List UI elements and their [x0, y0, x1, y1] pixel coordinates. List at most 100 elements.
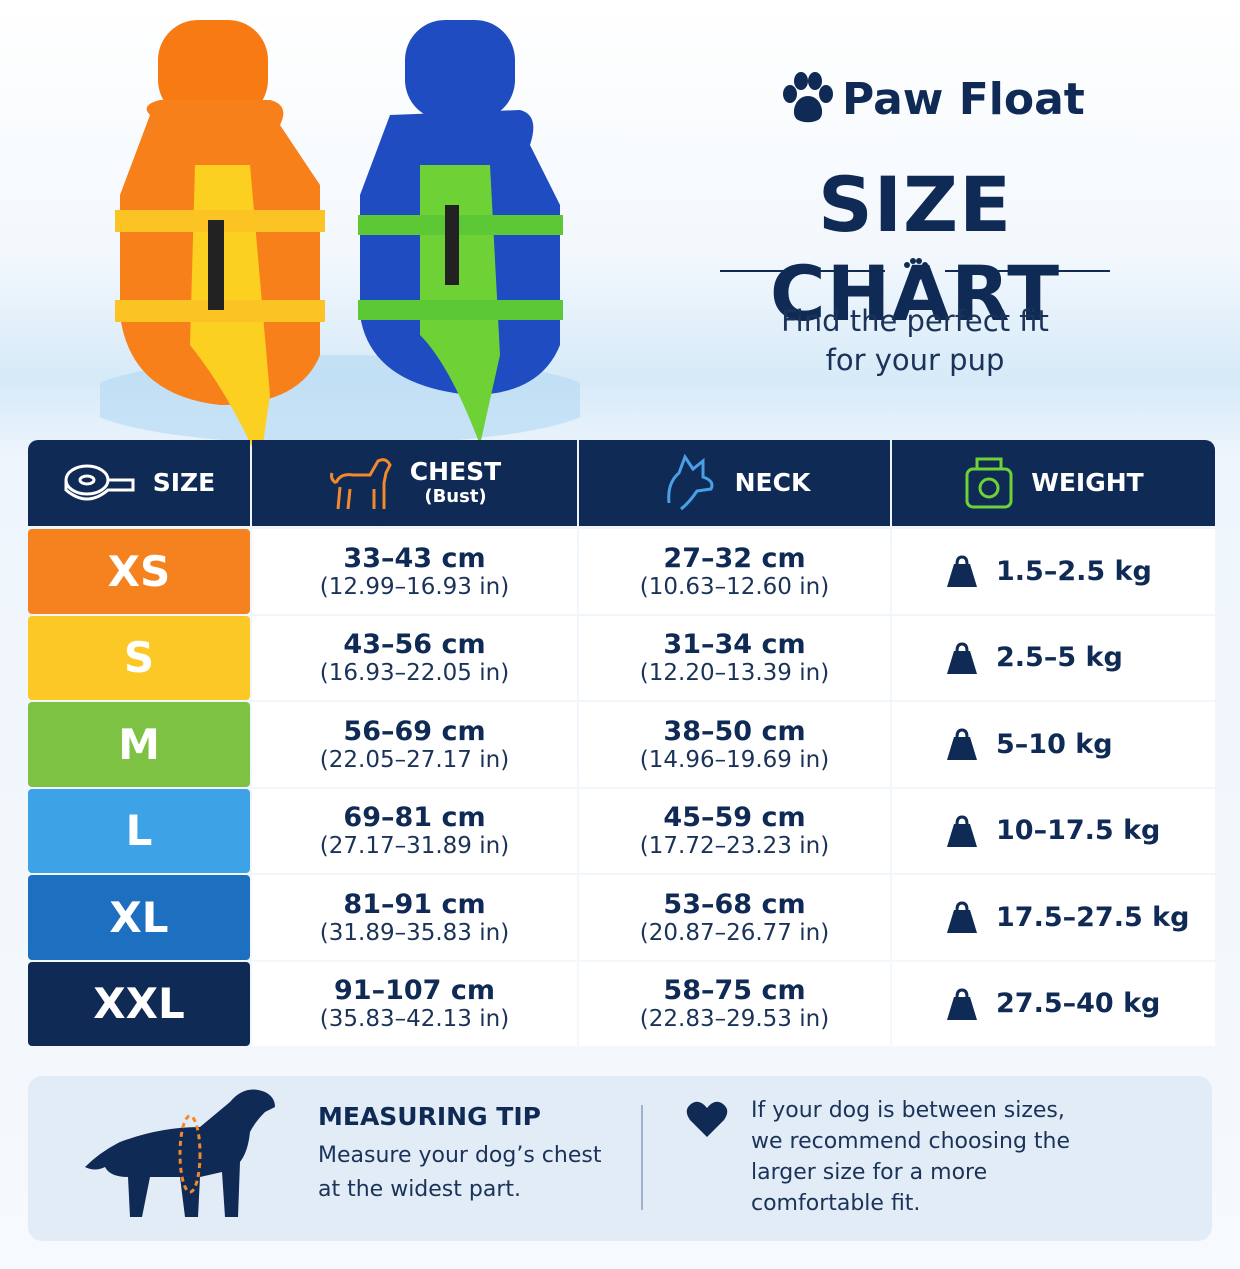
header-label: SIZE	[152, 467, 216, 497]
neck-in: (22.83–29.53 in)	[639, 1006, 830, 1033]
icon	[666, 453, 714, 511]
neck-cm: 45–59 cm	[663, 802, 806, 834]
heart-icon	[686, 1101, 728, 1137]
chest-in: (31.89–35.83 in)	[319, 919, 510, 946]
weight-value: 10–17.5 kg	[996, 815, 1161, 847]
weight-icon	[946, 554, 978, 588]
header-label-group: WEIGHT	[1031, 467, 1144, 498]
weight-cell: 17.5–27.5 kg	[892, 875, 1215, 960]
weight-value: 17.5–27.5 kg	[996, 901, 1190, 933]
chest-cell: 81–91 cm (31.89–35.83 in)	[252, 875, 577, 960]
weight-icon	[946, 900, 978, 934]
header-icon	[63, 460, 137, 506]
chest-in: (12.99–16.93 in)	[319, 573, 510, 600]
tip-text: Measure your dog’s chest	[318, 1143, 602, 1168]
size-cell: XS	[28, 529, 250, 614]
chest-cm: 81–91 cm	[343, 888, 486, 920]
note-text: comfortable fit.	[751, 1191, 921, 1216]
weight-cell: 27.5–40 kg	[892, 961, 1215, 1046]
header-label: WEIGHT	[1031, 467, 1144, 497]
subtitle: for your pup	[825, 343, 1005, 377]
weight-cell: 5–10 kg	[892, 702, 1215, 787]
neck-in: (20.87–26.77 in)	[639, 919, 830, 946]
kettlebell-icon	[947, 728, 977, 761]
weight-cell: 1.5–2.5 kg	[892, 529, 1215, 614]
chest-cell: 91–107 cm (35.83–42.13 in)	[252, 961, 577, 1046]
header-label-group: SIZE	[152, 467, 216, 498]
weight-cell: 2.5–5 kg	[892, 615, 1215, 700]
tip-text: at the widest part.	[318, 1177, 521, 1202]
weight-icon	[946, 727, 978, 761]
kettlebell-icon	[947, 555, 977, 588]
weight-value: 2.5–5 kg	[996, 642, 1123, 674]
header-icon	[659, 453, 719, 513]
header-icon	[963, 455, 1015, 511]
size-cell: L	[28, 788, 250, 873]
kettlebell-icon	[947, 901, 977, 934]
header-label-group: NECK	[734, 467, 811, 498]
chest-cm: 33–43 cm	[343, 542, 486, 574]
kettlebell-icon	[947, 642, 977, 674]
neck-cm: 53–68 cm	[663, 888, 806, 920]
neck-cm: 27–32 cm	[663, 542, 806, 574]
icon	[965, 457, 1013, 509]
neck-cell: 38–50 cm (14.96–19.69 in)	[579, 702, 890, 787]
header-cell: CHEST (Bust)	[252, 440, 577, 526]
dog-illustration	[85, 1089, 275, 1217]
note-text: larger size for a more	[751, 1160, 988, 1185]
chest-cell: 43–56 cm (16.93–22.05 in)	[252, 615, 577, 700]
tip-divider	[641, 1105, 643, 1210]
kettlebell-icon	[947, 988, 977, 1020]
size-cell: XL	[28, 875, 250, 960]
weight-value: 27.5–40 kg	[996, 988, 1161, 1020]
chest-cell: 69–81 cm (27.17–31.89 in)	[252, 788, 577, 873]
neck-in: (17.72–23.23 in)	[639, 833, 830, 860]
chest-in: (22.05–27.17 in)	[319, 746, 510, 773]
header-cell: WEIGHT	[892, 440, 1215, 526]
subtitle: Find the perfect fit	[781, 304, 1049, 338]
chest-cm: 91–107 cm	[334, 975, 495, 1007]
note-text: If your dog is between sizes,	[751, 1098, 1065, 1123]
weight-value: 1.5–2.5 kg	[996, 555, 1152, 587]
title: SIZE CHART	[769, 160, 1061, 338]
divider	[720, 258, 1110, 281]
chest-cm: 43–56 cm	[343, 629, 486, 661]
chest-cm: 56–69 cm	[343, 715, 486, 747]
size-cell: XXL	[28, 961, 250, 1046]
weight-cell: 10–17.5 kg	[892, 788, 1215, 873]
header-label: NECK	[734, 467, 811, 497]
neck-cell: 27–32 cm (10.63–12.60 in)	[579, 529, 890, 614]
chest-in: (27.17–31.89 in)	[319, 833, 510, 860]
header-cell: NECK	[579, 440, 890, 526]
weight-value: 5–10 kg	[996, 728, 1113, 760]
neck-cell: 31–34 cm (12.20–13.39 in)	[579, 615, 890, 700]
size-cell: M	[28, 702, 250, 787]
tip-title: MEASURING TIP	[318, 1102, 541, 1131]
header-cell: SIZE	[28, 440, 250, 526]
neck-cm: 38–50 cm	[663, 715, 806, 747]
icon	[64, 464, 135, 501]
weight-icon	[946, 987, 978, 1021]
paw-icon	[783, 72, 833, 123]
size-cell: S	[28, 615, 250, 700]
weight-icon	[946, 814, 978, 848]
neck-cell: 45–59 cm (17.72–23.23 in)	[579, 788, 890, 873]
header-sublabel: (Bust)	[424, 486, 487, 508]
chest-cell: 33–43 cm (12.99–16.93 in)	[252, 529, 577, 614]
neck-in: (10.63–12.60 in)	[639, 573, 830, 600]
neck-in: (12.20–13.39 in)	[639, 660, 830, 687]
chest-in: (35.83–42.13 in)	[319, 1006, 510, 1033]
chest-cell: 56–69 cm (22.05–27.17 in)	[252, 702, 577, 787]
chest-in: (16.93–22.05 in)	[319, 660, 510, 687]
note-text: we recommend choosing the	[751, 1129, 1071, 1154]
vest-illustration	[100, 20, 580, 455]
header-label: CHEST	[409, 457, 502, 487]
neck-in: (14.96–19.69 in)	[639, 746, 830, 773]
kettlebell-icon	[947, 815, 977, 847]
weight-icon	[946, 641, 978, 675]
neck-cm: 58–75 cm	[663, 975, 806, 1007]
neck-cell: 53–68 cm (20.87–26.77 in)	[579, 875, 890, 960]
header-icon	[328, 453, 394, 513]
